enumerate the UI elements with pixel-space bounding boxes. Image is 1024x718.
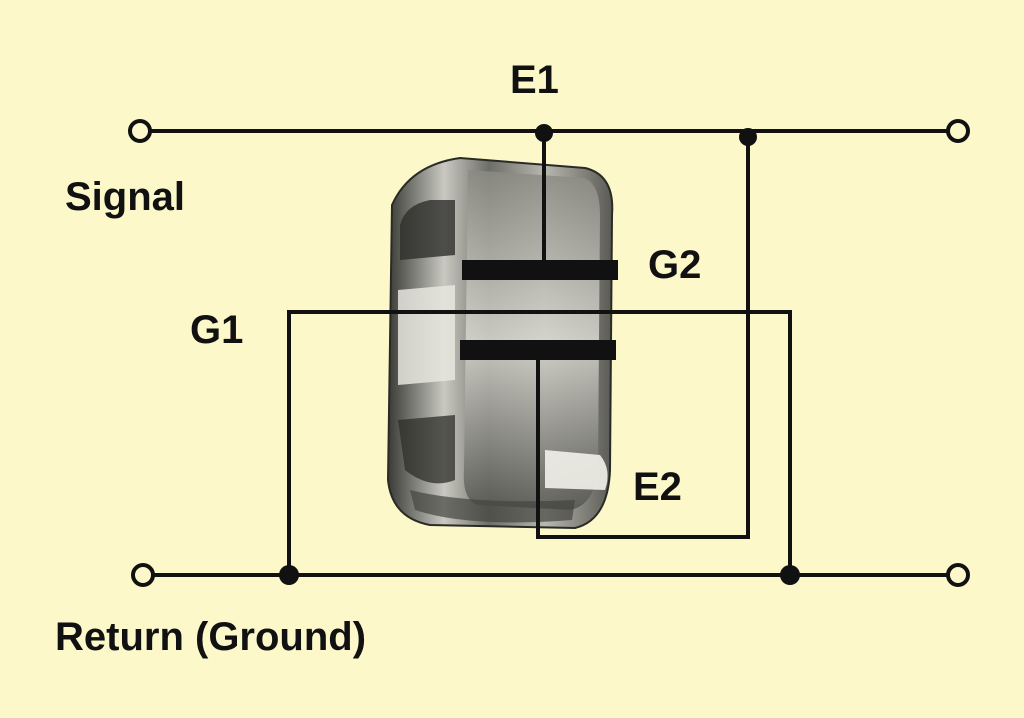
label-return-ground: Return (Ground) [55,615,367,659]
terminal-return-right [946,563,970,587]
label-g2: G2 [648,243,702,287]
g1-loop [287,310,792,575]
terminal-signal-right [946,119,970,143]
label-signal: Signal [65,175,186,219]
junction-dot-g1-left [279,565,299,585]
junction-dot-e1 [535,124,553,142]
label-e1: E1 [510,58,559,102]
terminal-return-left [131,563,155,587]
junction-dot-g1-right [780,565,800,585]
terminal-signal-left [128,119,152,143]
label-g1: G1 [190,308,244,352]
label-e2: E2 [633,465,682,509]
capacitor-plate-top [462,260,618,280]
capacitor-plate-bottom [460,340,616,360]
e2-loop [536,131,750,539]
junction-dot-e2 [739,128,757,146]
